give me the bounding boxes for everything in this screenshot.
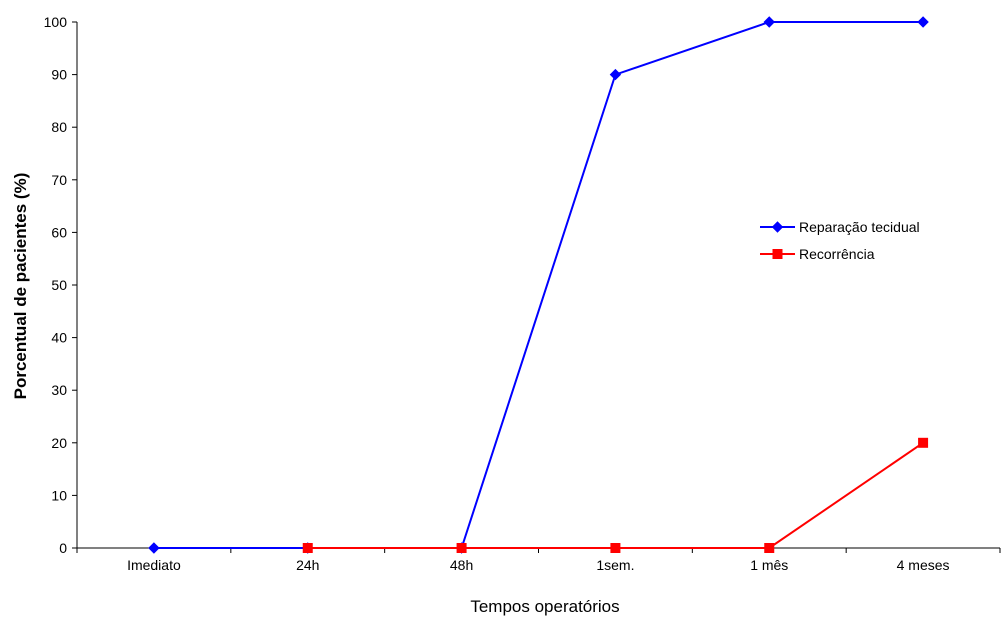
legend-marker [772,249,783,259]
x-tick-label: 4 meses [897,557,950,573]
series-line [153,21,924,549]
y-tick-label: 40 [51,330,67,346]
y-tick-label: 0 [59,540,67,556]
data-point [148,542,160,554]
y-tick-label: 50 [51,277,67,293]
x-tick-label: 1sem. [596,557,634,573]
series-1 [148,16,929,554]
y-tick-label: 10 [51,487,67,503]
x-axis-title: Tempos operatórios [470,597,619,616]
y-tick-label: 90 [51,67,67,83]
data-point [609,68,622,81]
legend-item: Recorrência [760,246,875,262]
legend-label: Recorrência [799,246,875,262]
x-tick-label: 1 mês [750,557,788,573]
data-point [610,543,621,553]
legend-item: Reparação tecidual [760,219,920,235]
data-point [764,543,775,553]
y-tick-label: 70 [51,172,67,188]
axes [72,21,1001,553]
data-point [917,16,929,28]
series [148,16,929,554]
y-tick-label: 30 [51,382,67,398]
legend-marker [771,221,784,233]
legend-label: Reparação tecidual [799,219,920,235]
data-point [302,543,313,553]
y-tick-label: 20 [51,435,67,451]
data-point [918,437,929,448]
data-point [456,543,467,553]
legend: Reparação tecidual Recorrência [760,219,920,262]
y-tick-label: 80 [51,119,67,135]
tick-labels: 0 10 20 30 40 50 60 70 80 90 100 Imediato 24h 48h 1sem… [44,14,950,573]
x-tick-label: 24h [296,557,319,573]
y-tick-label: 60 [51,224,67,240]
y-tick-label: 100 [44,14,68,30]
x-tick-label: Imediato [127,557,181,573]
data-point [763,16,775,28]
x-tick-label: 48h [450,557,473,573]
y-axis-title: Porcentual de pacientes (%) [11,173,30,400]
series-2 [302,437,929,553]
series-line [307,441,924,549]
